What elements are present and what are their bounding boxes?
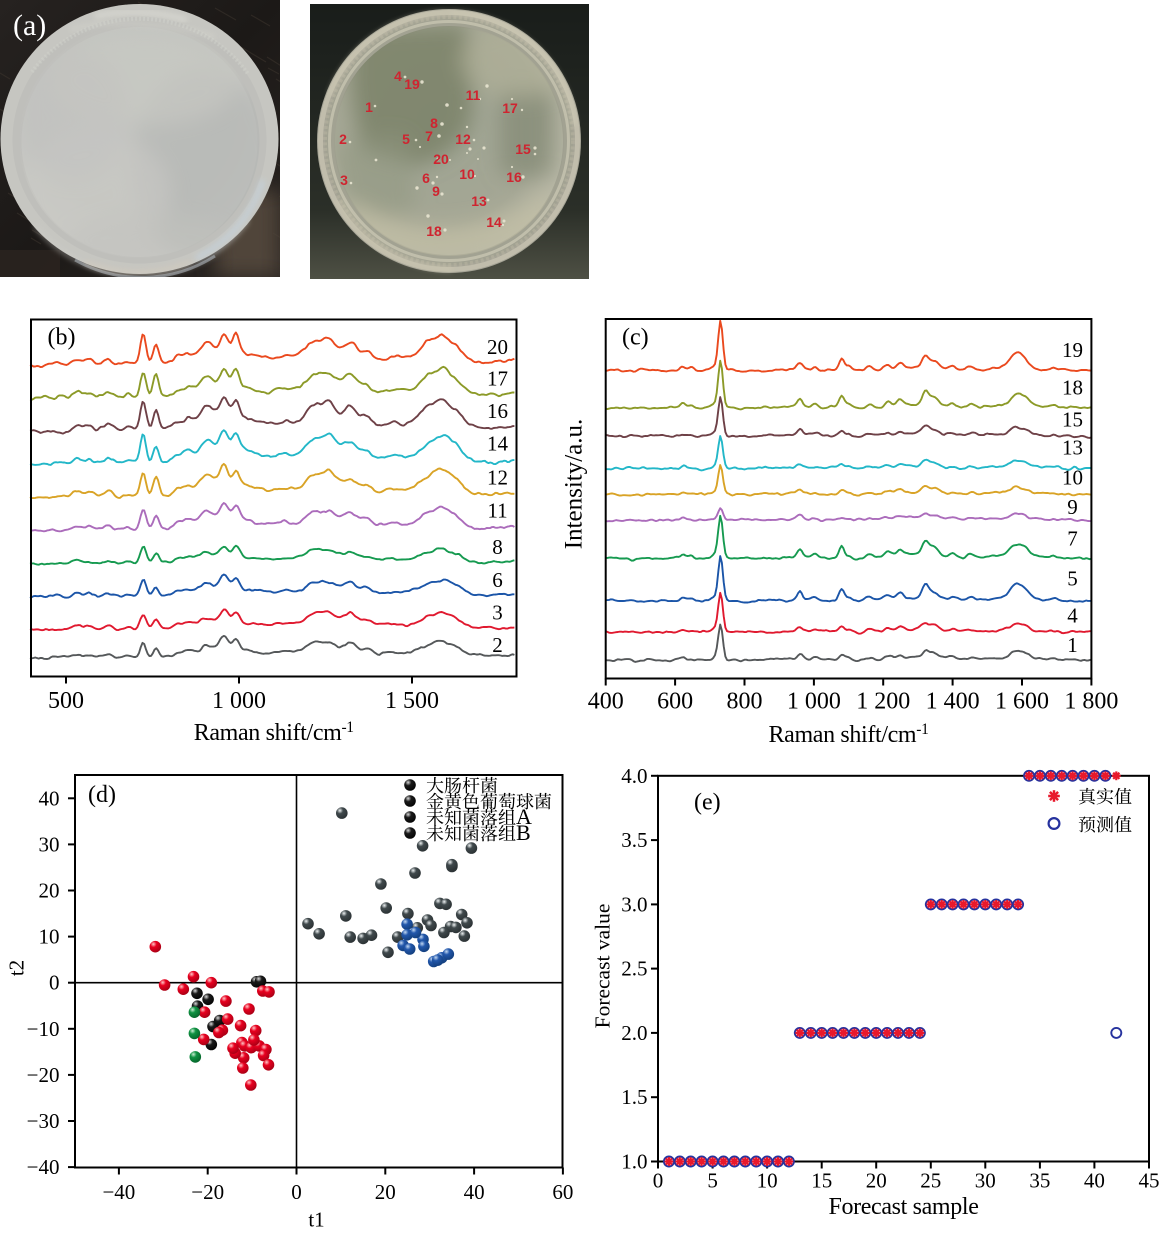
svg-text:60: 60 — [552, 1180, 573, 1204]
svg-text:10: 10 — [459, 166, 475, 182]
svg-text:B: B — [516, 820, 531, 845]
svg-text:13: 13 — [471, 193, 487, 209]
svg-text:14: 14 — [486, 214, 502, 230]
svg-text:8: 8 — [430, 115, 438, 131]
svg-text:2.0: 2.0 — [621, 1021, 647, 1045]
svg-text:−20: −20 — [27, 1063, 60, 1087]
svg-text:40: 40 — [464, 1180, 485, 1204]
svg-text:1 800: 1 800 — [1064, 689, 1118, 715]
svg-text:400: 400 — [588, 689, 624, 715]
svg-text:(a): (a) — [13, 9, 46, 42]
svg-text:(d): (d) — [88, 782, 116, 808]
svg-text:1: 1 — [365, 99, 373, 115]
svg-text:2.5: 2.5 — [621, 957, 647, 981]
svg-text:15: 15 — [515, 141, 531, 157]
svg-text:9: 9 — [1067, 495, 1078, 519]
svg-text:1 200: 1 200 — [856, 689, 910, 715]
svg-text:20: 20 — [433, 151, 449, 167]
svg-text:−40: −40 — [27, 1155, 60, 1179]
svg-text:20: 20 — [375, 1180, 396, 1204]
svg-text:0: 0 — [653, 1169, 664, 1193]
svg-text:Intensity/a.u.: Intensity/a.u. — [561, 419, 588, 550]
svg-text:7: 7 — [1067, 527, 1078, 551]
svg-text:4.0: 4.0 — [621, 764, 647, 788]
svg-text:−40: −40 — [102, 1180, 135, 1204]
svg-text:3.5: 3.5 — [621, 828, 647, 852]
svg-text:18: 18 — [426, 223, 442, 239]
svg-text:800: 800 — [727, 689, 763, 715]
svg-text:Forecast value: Forecast value — [591, 904, 615, 1029]
svg-text:19: 19 — [1062, 338, 1083, 362]
svg-text:11: 11 — [487, 499, 507, 523]
svg-text:2: 2 — [492, 633, 503, 657]
svg-text:20: 20 — [39, 879, 60, 903]
svg-text:25: 25 — [920, 1169, 941, 1193]
svg-text:t2: t2 — [5, 960, 29, 976]
svg-text:30: 30 — [39, 832, 60, 856]
svg-text:1 000: 1 000 — [787, 689, 841, 715]
svg-text:−30: −30 — [27, 1109, 60, 1133]
svg-text:7: 7 — [425, 128, 433, 144]
svg-text:15: 15 — [1062, 408, 1083, 432]
svg-text:14: 14 — [487, 432, 509, 456]
svg-text:5: 5 — [402, 131, 410, 147]
svg-text:12: 12 — [455, 131, 471, 147]
svg-text:1 000: 1 000 — [212, 688, 266, 714]
svg-text:10: 10 — [39, 925, 60, 949]
svg-text:11: 11 — [466, 87, 481, 103]
svg-text:3.0: 3.0 — [621, 892, 647, 916]
svg-text:3: 3 — [492, 601, 503, 625]
svg-text:10: 10 — [1062, 466, 1083, 490]
svg-text:2: 2 — [339, 131, 347, 147]
svg-text:4: 4 — [394, 68, 402, 84]
svg-text:35: 35 — [1029, 1169, 1050, 1193]
svg-text:500: 500 — [48, 688, 84, 714]
svg-text:17: 17 — [487, 367, 508, 391]
svg-text:6: 6 — [422, 170, 430, 186]
svg-text:−20: −20 — [191, 1180, 224, 1204]
svg-text:16: 16 — [506, 169, 522, 185]
svg-text:0: 0 — [49, 971, 60, 995]
svg-text:1 600: 1 600 — [995, 689, 1049, 715]
svg-text:Forecast sample: Forecast sample — [828, 1194, 978, 1220]
svg-text:1 400: 1 400 — [926, 689, 980, 715]
svg-text:Raman shift/cm-1: Raman shift/cm-1 — [769, 721, 929, 748]
svg-text:9: 9 — [432, 183, 440, 199]
svg-text:5: 5 — [707, 1169, 718, 1193]
svg-text:8: 8 — [492, 535, 503, 559]
svg-text:40: 40 — [39, 786, 60, 810]
svg-text:13: 13 — [1062, 435, 1083, 459]
svg-text:1 500: 1 500 — [385, 688, 439, 714]
svg-text:20: 20 — [866, 1169, 887, 1193]
svg-text:6: 6 — [492, 568, 503, 592]
svg-text:1.0: 1.0 — [621, 1150, 647, 1174]
svg-text:20: 20 — [487, 335, 508, 359]
svg-text:19: 19 — [404, 76, 420, 92]
svg-text:45: 45 — [1139, 1169, 1160, 1193]
svg-text:4: 4 — [1067, 603, 1078, 627]
svg-text:t1: t1 — [308, 1208, 324, 1232]
svg-text:12: 12 — [487, 466, 508, 490]
svg-text:1: 1 — [1067, 633, 1078, 657]
svg-text:600: 600 — [657, 689, 693, 715]
svg-text:1.5: 1.5 — [621, 1085, 647, 1109]
svg-text:16: 16 — [487, 399, 508, 423]
svg-text:Raman shift/cm-1: Raman shift/cm-1 — [194, 719, 354, 746]
svg-text:A: A — [516, 804, 532, 829]
svg-text:(e): (e) — [694, 790, 721, 816]
svg-text:−10: −10 — [27, 1017, 60, 1041]
svg-text:5: 5 — [1067, 567, 1078, 591]
svg-text:(b): (b) — [48, 325, 76, 351]
svg-text:40: 40 — [1084, 1169, 1105, 1193]
svg-text:18: 18 — [1062, 376, 1083, 400]
svg-text:15: 15 — [811, 1169, 832, 1193]
svg-text:30: 30 — [975, 1169, 996, 1193]
svg-text:17: 17 — [502, 100, 518, 116]
svg-text:3: 3 — [340, 172, 348, 188]
svg-text:0: 0 — [291, 1180, 302, 1204]
svg-text:(c): (c) — [622, 325, 649, 351]
svg-text:10: 10 — [757, 1169, 778, 1193]
